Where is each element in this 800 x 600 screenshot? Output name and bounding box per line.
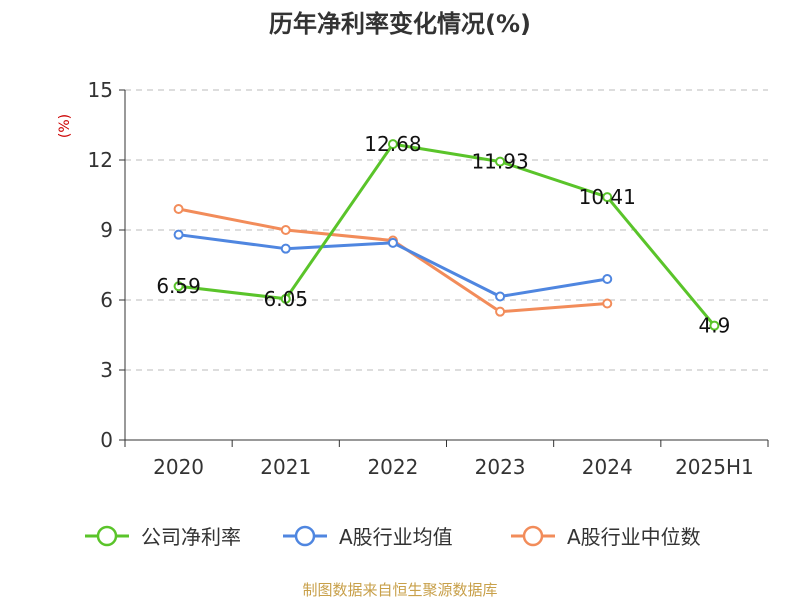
series-point [173, 281, 184, 292]
series-point [280, 243, 291, 254]
series-point [280, 293, 291, 304]
data-labels: 6.59 6.05 12.68 11.93 10.41 4.9 [156, 132, 730, 338]
series-line [178, 207, 608, 314]
data-label: 10.41 [579, 185, 636, 209]
y-axis-unit-label: (%) [57, 114, 73, 138]
series-point [173, 204, 184, 214]
legend-marker [96, 525, 118, 547]
x-tick-label: 2023 [475, 455, 526, 479]
legend: 公司净利率 A股行业均值 A股行业中位数 [85, 525, 701, 549]
legend-marker [522, 525, 544, 547]
x-tick-label: 2025H1 [675, 455, 754, 479]
legend-label: 公司净利率 [141, 525, 241, 549]
x-tick-label: 2020 [153, 455, 204, 479]
legend-label: A股行业均值 [339, 525, 453, 549]
y-tick-label: 15 [88, 78, 113, 102]
y-tick-label: 6 [100, 288, 113, 312]
series-point [495, 156, 506, 167]
legend-label: A股行业中位数 [567, 525, 701, 549]
source-note: 制图数据来自恒生聚源数据库 [302, 581, 497, 599]
series-point [602, 298, 613, 309]
legend-marker [294, 525, 316, 547]
series-point [602, 274, 613, 284]
y-tick-label: 0 [100, 428, 113, 452]
series-point [495, 291, 506, 302]
series-point [387, 139, 398, 150]
x-tick-label: 2024 [582, 455, 633, 479]
series-layer [173, 139, 720, 331]
x-tick-label: 2022 [367, 455, 418, 479]
axes: 0 3 6 9 12 15 2020 2021 2022 2023 2024 2025H1 [88, 78, 769, 479]
series-line [178, 142, 716, 327]
data-label: 11.93 [471, 150, 528, 174]
series-point [495, 306, 506, 317]
data-label: 12.68 [364, 132, 421, 156]
data-label: 6.05 [263, 287, 308, 311]
series-point [387, 237, 398, 248]
y-tick-label: 12 [88, 148, 113, 172]
x-tick-label: 2021 [260, 455, 311, 479]
series-point [173, 229, 184, 240]
series-point [709, 320, 720, 331]
series-point [602, 192, 613, 203]
data-label: 4.9 [699, 314, 731, 338]
grid-lines [125, 89, 768, 371]
chart-title: 历年净利率变化情况(%) [269, 10, 531, 38]
data-label: 6.59 [156, 274, 201, 298]
y-tick-label: 9 [100, 218, 113, 242]
y-tick-label: 3 [100, 358, 113, 382]
series-point [280, 225, 291, 235]
